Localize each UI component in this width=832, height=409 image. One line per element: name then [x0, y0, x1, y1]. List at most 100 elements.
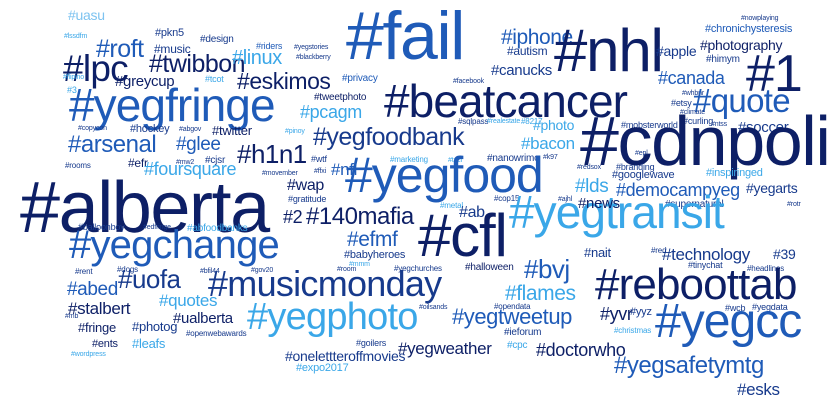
tag-mw2[interactable]: #mw2 — [176, 159, 195, 166]
tag-reboottab[interactable]: #reboottab — [595, 260, 797, 309]
tag-nhl[interactable]: #nhl — [554, 17, 664, 84]
tag-photo[interactable]: #photo — [533, 117, 575, 133]
tag-uofa[interactable]: #uofa — [118, 264, 181, 294]
tag-140mafia[interactable]: #140mafia — [306, 203, 414, 230]
tag-h1n1[interactable]: #h1n1 — [237, 139, 307, 169]
tag-cop15[interactable]: #cop15 — [494, 194, 520, 203]
tag-foursquare[interactable]: #foursquare — [144, 159, 237, 179]
tag-linux[interactable]: #linux — [232, 47, 282, 69]
tag-quotes[interactable]: #quotes — [159, 291, 218, 310]
tag-1[interactable]: #1 — [746, 45, 803, 103]
tag-sqlpass[interactable]: #sqlpass — [458, 117, 489, 126]
tag-ualberta[interactable]: #ualberta — [173, 310, 233, 327]
tag-nfl[interactable]: #nfl — [331, 160, 358, 179]
tag-music[interactable]: #music — [154, 42, 191, 56]
tag-photog[interactable]: #photog — [132, 319, 178, 334]
tag-39[interactable]: #39 — [773, 246, 796, 262]
tag-marketing[interactable]: #marketing — [390, 155, 428, 164]
tag-ffxi[interactable]: #ffxi — [314, 168, 327, 175]
tag-roft[interactable]: #roft — [96, 35, 144, 63]
tag-cjsr[interactable]: #cjsr — [205, 155, 226, 166]
tag-photography[interactable]: #photography — [700, 37, 783, 53]
tag-edfringe[interactable]: #edfringe — [143, 224, 171, 231]
tag-2[interactable]: #2 — [283, 207, 303, 227]
tag-gratitude[interactable]: #gratitude — [288, 194, 327, 204]
tag-autism[interactable]: #autism — [507, 44, 548, 58]
tag-opendata[interactable]: #opendata — [494, 302, 531, 311]
tag-8217[interactable]: #8217 — [521, 117, 543, 126]
tag-lpc[interactable]: #lpc — [63, 48, 129, 89]
tag-yegtweetup[interactable]: #yegtweetup — [452, 304, 572, 329]
tag-k97[interactable]: #k97 — [543, 154, 558, 161]
tag-tcot[interactable]: #tcot — [205, 74, 224, 84]
tag-epl[interactable]: #epl — [635, 150, 648, 157]
tag-nowplaying[interactable]: #nowplaying — [741, 15, 779, 22]
tag-branding[interactable]: #branding — [616, 162, 655, 172]
tag-yegtransit[interactable]: #yegtransit — [509, 186, 725, 238]
tag-lds[interactable]: #lds — [575, 176, 609, 197]
tag-nait[interactable]: #nait — [584, 245, 611, 260]
tag-yegfoodbank[interactable]: #yegfoodbank — [313, 123, 465, 151]
tag-halloween[interactable]: #halloween — [465, 262, 514, 273]
tag-privacy[interactable]: #privacy — [342, 73, 378, 84]
tag-openwebawards[interactable]: #openwebawards — [186, 329, 247, 338]
tag-flames[interactable]: #flames — [505, 282, 576, 305]
tag-twitter[interactable]: #twitter — [212, 123, 252, 138]
tag-cfl[interactable]: #cfl — [418, 202, 508, 269]
tag-yegfood[interactable]: #yegfood — [345, 147, 544, 203]
tag-abgov[interactable]: #abgov — [179, 126, 202, 133]
tag-greycup[interactable]: #greycup — [115, 73, 175, 90]
tag-yegdata[interactable]: #yegdata — [752, 302, 788, 312]
tag-expo2017[interactable]: #expo2017 — [296, 362, 349, 374]
tag-blackberry[interactable]: #blackberry — [296, 54, 331, 61]
tag-ieforum[interactable]: #ieforum — [504, 327, 542, 338]
tag-canucks[interactable]: #canucks — [491, 62, 552, 79]
tag-ntss[interactable]: #ntss — [711, 121, 728, 128]
tag-fringe[interactable]: #fringe — [78, 320, 116, 335]
tag-wap[interactable]: #wap — [287, 177, 324, 194]
tag-whbnr[interactable]: #whbnr — [682, 90, 705, 97]
tag-himym[interactable]: #himym — [706, 54, 740, 65]
tag-pcagm[interactable]: #pcagm — [300, 102, 362, 122]
tag-supernatural[interactable]: #supernatural — [665, 199, 724, 210]
tag-bvj[interactable]: #bvj — [524, 254, 570, 284]
tag-quote[interactable]: #quote — [693, 82, 791, 119]
tag-rooms[interactable]: #rooms — [65, 161, 91, 170]
tag-etsy[interactable]: #etsy — [671, 98, 692, 108]
tag-wtf[interactable]: #wtf — [311, 154, 327, 164]
tag-yegarts[interactable]: #yegarts — [746, 180, 798, 196]
tag-facebook[interactable]: #facebook — [453, 78, 485, 85]
tag-riders[interactable]: #riders — [256, 41, 283, 51]
tag-rent[interactable]: #rent — [75, 267, 93, 276]
tag-ab[interactable]: #ab — [459, 204, 485, 221]
tag-tacl[interactable]: #tacl — [448, 157, 463, 164]
tag-inspiringed[interactable]: #inspiringed — [706, 167, 763, 179]
tag-mmm[interactable]: #mmm — [349, 261, 370, 268]
tag-headlines[interactable]: #headlines — [747, 264, 785, 273]
tag-curling[interactable]: #curling — [683, 116, 714, 126]
tag-twibbon[interactable]: #twibbon — [149, 50, 246, 78]
tag-redsox[interactable]: #redsox — [577, 164, 601, 171]
tag-yegchurches[interactable]: #yegchurches — [394, 264, 442, 273]
tag-yvr[interactable]: #yvr — [600, 304, 633, 324]
tag-metal[interactable]: #metal — [440, 201, 464, 210]
tag-flipino[interactable]: #flipino — [63, 74, 85, 81]
tag-yegfringe[interactable]: #yegfringe — [69, 79, 276, 131]
tag-efmf[interactable]: #efmf — [347, 228, 398, 251]
tag-yegcc[interactable]: #yegcc — [655, 295, 802, 348]
tag-musicmonday[interactable]: #musicmonday — [208, 263, 442, 304]
tag-tweetphoto[interactable]: #tweetphoto — [314, 92, 367, 103]
tag-canada[interactable]: #canada — [658, 68, 725, 88]
tag-abed[interactable]: #abed — [67, 279, 118, 300]
tag-fail[interactable]: #fail — [346, 0, 465, 74]
tag-apple[interactable]: #apple — [656, 43, 697, 59]
tag-movember[interactable]: #movember — [262, 170, 298, 177]
tag-lssdfm[interactable]: #lssdfm — [64, 33, 88, 40]
tag-yegphoto[interactable]: #yegphoto — [247, 296, 418, 338]
tag-copycon[interactable]: #copycon — [78, 125, 107, 132]
tag-esks[interactable]: #esks — [737, 380, 780, 399]
tag-wordpress[interactable]: #wordpress — [71, 351, 106, 358]
tag-climate[interactable]: #climate — [680, 109, 705, 116]
tag-mb[interactable]: #mb — [65, 313, 79, 320]
tag-iphone[interactable]: #iphone — [501, 26, 573, 49]
